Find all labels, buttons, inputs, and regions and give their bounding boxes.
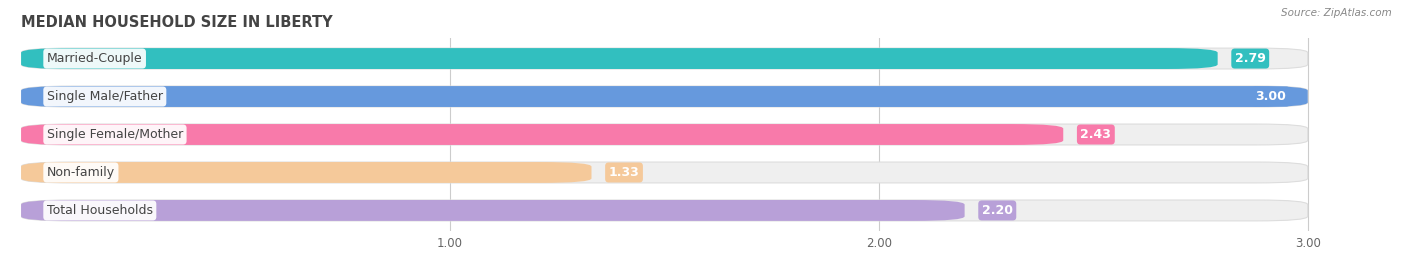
Text: Non-family: Non-family [46, 166, 115, 179]
Text: 3.00: 3.00 [1256, 90, 1286, 103]
Text: Single Male/Father: Single Male/Father [46, 90, 163, 103]
Text: Married-Couple: Married-Couple [46, 52, 142, 65]
Text: MEDIAN HOUSEHOLD SIZE IN LIBERTY: MEDIAN HOUSEHOLD SIZE IN LIBERTY [21, 15, 333, 30]
FancyBboxPatch shape [21, 86, 1308, 107]
Text: Single Female/Mother: Single Female/Mother [46, 128, 183, 141]
FancyBboxPatch shape [21, 162, 1308, 183]
FancyBboxPatch shape [21, 200, 965, 221]
Text: Total Households: Total Households [46, 204, 153, 217]
Text: 2.79: 2.79 [1234, 52, 1265, 65]
FancyBboxPatch shape [21, 124, 1308, 145]
FancyBboxPatch shape [21, 200, 1308, 221]
Text: 2.20: 2.20 [981, 204, 1012, 217]
Text: Source: ZipAtlas.com: Source: ZipAtlas.com [1281, 8, 1392, 18]
FancyBboxPatch shape [21, 48, 1308, 69]
Text: 1.33: 1.33 [609, 166, 640, 179]
FancyBboxPatch shape [21, 86, 1308, 107]
FancyBboxPatch shape [21, 124, 1063, 145]
Text: 2.43: 2.43 [1080, 128, 1111, 141]
FancyBboxPatch shape [21, 48, 1218, 69]
FancyBboxPatch shape [21, 162, 592, 183]
